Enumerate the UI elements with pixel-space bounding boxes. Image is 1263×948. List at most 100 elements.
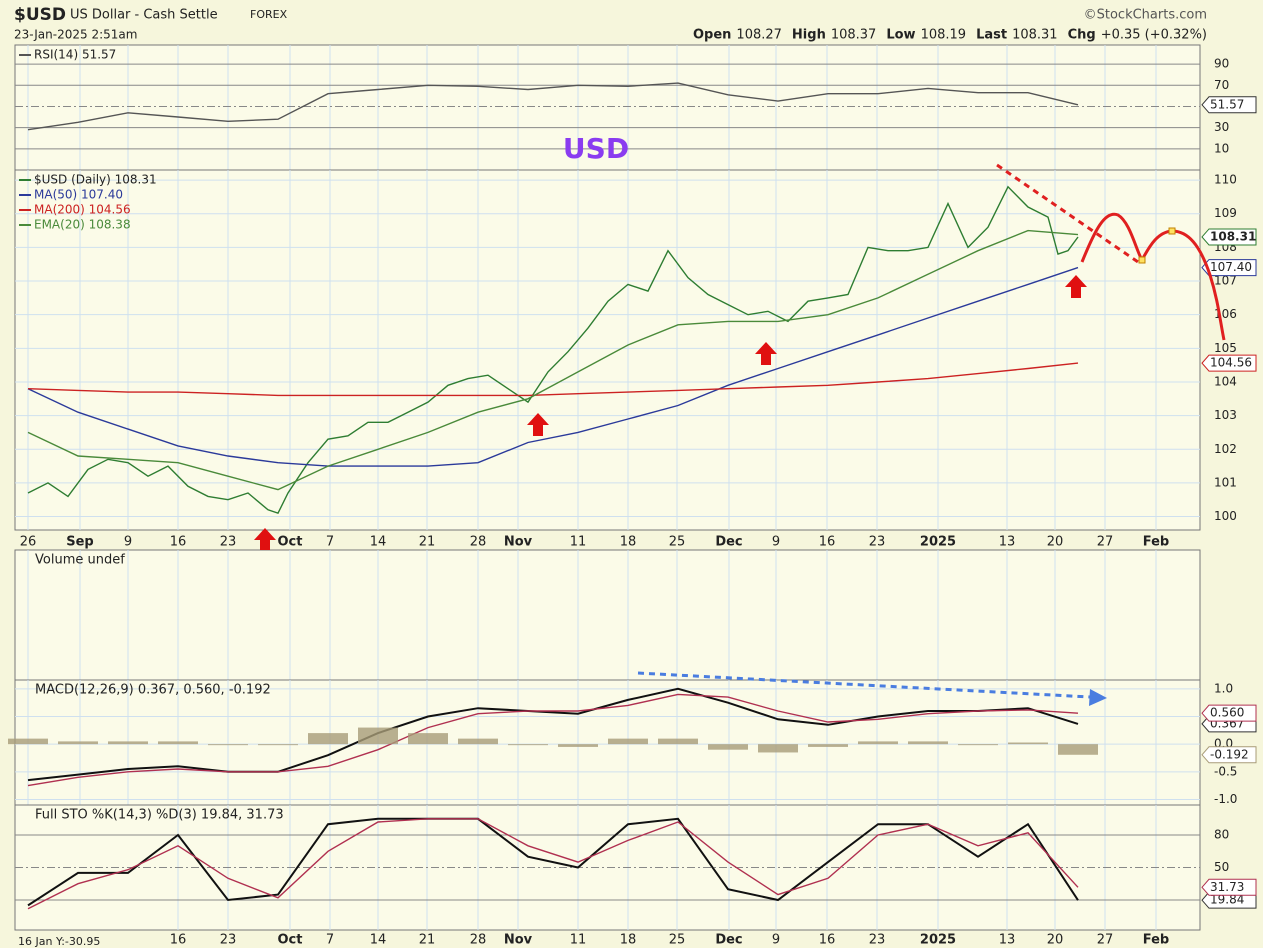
end-label: 31.73 bbox=[1210, 880, 1244, 894]
annotation: USD bbox=[563, 132, 629, 165]
histogram-bar bbox=[508, 744, 548, 746]
y-tick-label: 90 bbox=[1214, 57, 1229, 71]
y-tick-label: 103 bbox=[1214, 408, 1237, 422]
panel-title: Volume undef bbox=[35, 553, 125, 568]
panel bbox=[14, 549, 1201, 681]
histogram-bar bbox=[1008, 742, 1048, 745]
x-tick-label: 23 bbox=[220, 535, 237, 550]
y-tick-label: 105 bbox=[1214, 341, 1237, 355]
x-tick-label: 7 bbox=[326, 933, 334, 948]
histogram-bar bbox=[608, 738, 648, 745]
x-tick-label: 21 bbox=[419, 933, 436, 948]
y-tick-label: 102 bbox=[1214, 442, 1237, 456]
quote-label: Low bbox=[886, 28, 915, 43]
x-tick-label: 20 bbox=[1047, 933, 1064, 948]
x-tick-label: 28 bbox=[470, 933, 487, 948]
histogram-bar bbox=[758, 744, 798, 753]
quote-label: Last bbox=[976, 28, 1007, 43]
y-tick-label: -0.5 bbox=[1214, 764, 1237, 778]
quote-value: 108.37 bbox=[831, 28, 877, 43]
histogram-bar bbox=[558, 744, 598, 747]
y-tick-label: 80 bbox=[1214, 828, 1229, 842]
projection-point bbox=[1138, 256, 1146, 264]
end-label: 104.56 bbox=[1210, 356, 1252, 370]
legend-label: EMA(20) 108.38 bbox=[34, 218, 131, 232]
symbol: $USD bbox=[14, 5, 66, 25]
y-tick-label: 70 bbox=[1214, 78, 1229, 92]
histogram-bar bbox=[458, 738, 498, 745]
quote-label: High bbox=[792, 28, 826, 43]
end-label-box bbox=[1201, 704, 1257, 722]
histogram-bar bbox=[358, 727, 398, 745]
arrow bbox=[755, 342, 777, 365]
projection-point bbox=[1168, 227, 1176, 235]
histogram-bar bbox=[208, 744, 248, 746]
annotations bbox=[254, 163, 1226, 706]
x-tick-label: Dec bbox=[715, 535, 742, 550]
end-label-box bbox=[1201, 96, 1257, 114]
histogram-bar bbox=[808, 744, 848, 747]
legend-label: RSI(14) 51.57 bbox=[34, 48, 116, 62]
series-line bbox=[27, 229, 1079, 491]
histogram-bar bbox=[308, 733, 348, 745]
end-label-box bbox=[1201, 228, 1257, 246]
series-line bbox=[27, 693, 1079, 787]
x-tick-label: 16 bbox=[170, 535, 187, 550]
x-tick-label: Oct bbox=[278, 535, 303, 550]
histogram-bar bbox=[908, 741, 948, 745]
series-line bbox=[27, 266, 1079, 467]
y-tick-label: 10 bbox=[1214, 141, 1229, 155]
x-tick-label: 16 bbox=[170, 933, 187, 948]
x-tick-label: 18 bbox=[620, 933, 637, 948]
legend-label: MA(200) 104.56 bbox=[34, 203, 131, 217]
x-tick-label: 25 bbox=[669, 933, 686, 948]
end-label-box bbox=[1201, 354, 1257, 372]
x-tick-label: 16 bbox=[819, 933, 836, 948]
series-line bbox=[27, 362, 1079, 397]
histogram-bar bbox=[708, 744, 748, 750]
arrow bbox=[1065, 275, 1087, 298]
x-tick-label: 16 bbox=[819, 535, 836, 550]
histogram-bar bbox=[58, 741, 98, 745]
histogram-bar bbox=[958, 744, 998, 746]
y-tick-label: 30 bbox=[1214, 120, 1229, 134]
x-tick-label: 9 bbox=[124, 535, 132, 550]
x-tick-label: Oct bbox=[278, 933, 303, 948]
quote: +0.35 (+0.32%) Chg 108.31 Last 108.19 Low 108.… bbox=[693, 28, 1207, 43]
x-tick-label: Nov bbox=[504, 933, 533, 948]
x-tick-label: Sep bbox=[66, 535, 94, 550]
quote-value: +0.35 (+0.32%) bbox=[1101, 28, 1207, 43]
x-tick-label: Nov bbox=[504, 535, 533, 550]
end-label: -0.192 bbox=[1210, 747, 1249, 761]
exchange: FOREX bbox=[250, 8, 288, 21]
histogram-bar bbox=[408, 733, 448, 745]
x-tick-label: 2025 bbox=[920, 933, 956, 948]
x-tick-label: Feb bbox=[1143, 933, 1169, 948]
x-tick-label: 27 bbox=[1097, 535, 1114, 550]
credit: ©StockCharts.com bbox=[1084, 8, 1207, 23]
x-tick-label: 23 bbox=[869, 933, 886, 948]
x-tick-label: 14 bbox=[370, 535, 387, 550]
x-tick-label: 26 bbox=[20, 535, 37, 550]
x-tick-label: 27 bbox=[1097, 933, 1114, 948]
x-tick-label: 9 bbox=[772, 933, 780, 948]
projection bbox=[1080, 212, 1226, 341]
panel-title: Full STO %K(14,3) %D(3) 19.84, 31.73 bbox=[35, 808, 284, 823]
y-tick-label: 107 bbox=[1214, 274, 1237, 288]
x-tick-label: 13 bbox=[999, 933, 1016, 948]
x-tick-label: 11 bbox=[570, 933, 587, 948]
x-tick-label: 11 bbox=[570, 535, 587, 550]
divergence-line bbox=[637, 671, 1091, 699]
x-tick-label: 14 bbox=[370, 933, 387, 948]
histogram-bar bbox=[158, 741, 198, 745]
x-tick-label: 13 bbox=[999, 535, 1016, 550]
series-line bbox=[27, 82, 1079, 131]
end-label: 108.31 bbox=[1210, 229, 1256, 243]
arrow-head bbox=[1089, 689, 1107, 706]
legend-label: MA(50) 107.40 bbox=[34, 188, 123, 202]
cursor-readout: 16 Jan Y:-30.95 bbox=[18, 935, 100, 948]
x-tick-label: 18 bbox=[620, 535, 637, 550]
series-line bbox=[27, 185, 1079, 515]
end-label-box bbox=[1201, 746, 1257, 764]
end-label: 107.40 bbox=[1210, 260, 1252, 274]
